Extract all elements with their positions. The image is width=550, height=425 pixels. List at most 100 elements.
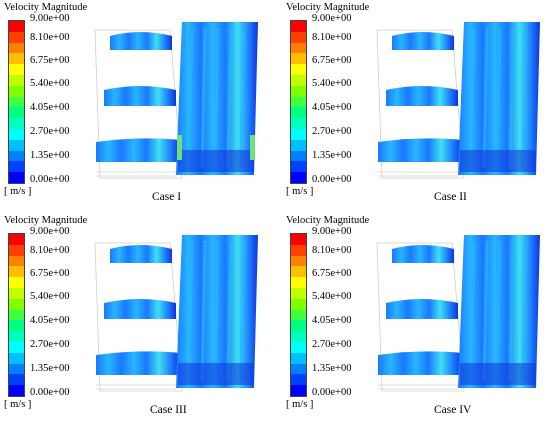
slice-top (110, 245, 172, 263)
color-scale-segment (291, 172, 306, 183)
color-scale-segment (9, 298, 24, 310)
slice-top (392, 245, 454, 263)
color-scale-segment (291, 255, 306, 267)
legend-tick: 6.75e+00 (30, 268, 70, 279)
color-scale-segment (291, 374, 306, 386)
legend-tick: 6.75e+00 (312, 268, 352, 279)
flow-streak (226, 27, 233, 169)
slice-top (392, 32, 454, 50)
color-scale-bar (290, 233, 307, 397)
color-scale-segment (291, 341, 306, 353)
color-scale-segment (291, 363, 306, 375)
legend-units: [ m/s ] (4, 186, 32, 197)
legend-units: [ m/s ] (286, 399, 314, 410)
color-scale-segment (291, 277, 306, 288)
panel-case-4: Velocity Magnitude 9.00e+00 8.10e+00 6.7… (282, 213, 550, 425)
legend-title: Velocity Magnitude (286, 215, 370, 226)
high-velocity-edge (177, 135, 182, 160)
legend-tick: 5.40e+00 (312, 78, 352, 89)
legend-tick: 4.05e+00 (30, 315, 70, 326)
flow-streak (521, 240, 528, 382)
case-caption: Case II (434, 191, 467, 203)
color-scale-segment (9, 96, 24, 108)
legend-tick: 2.70e+00 (312, 339, 352, 350)
legend-tick: 8.10e+00 (312, 245, 352, 256)
column-base-region (178, 150, 254, 172)
slice-bottom (96, 351, 180, 375)
color-scale-segment (9, 21, 24, 32)
color-scale-segment (291, 234, 306, 245)
color-scale-segment (9, 74, 24, 86)
flow-streak (200, 27, 207, 169)
flow-streak (187, 240, 194, 382)
slice-bottom (378, 351, 462, 375)
color-scale-segment (9, 42, 24, 54)
legend-tick: 4.05e+00 (30, 102, 70, 113)
color-scale-segment (291, 42, 306, 54)
legend-tick: 4.05e+00 (312, 102, 352, 113)
legend-tick: 2.70e+00 (30, 339, 70, 350)
color-scale-bar (290, 20, 307, 184)
legend-units: [ m/s ] (4, 399, 32, 410)
color-scale-segment (9, 255, 24, 267)
legend-tick: 9.00e+00 (312, 226, 352, 237)
color-scale-segment (9, 331, 24, 342)
legend-tick: 2.70e+00 (30, 126, 70, 137)
slice-middle (104, 299, 176, 319)
column-base-region (178, 363, 254, 385)
legend-tick: 0.00e+00 (312, 387, 352, 398)
legend-tick: 1.35e+00 (312, 363, 352, 374)
geometry-outline (94, 29, 183, 179)
color-scale-segment (9, 309, 24, 321)
flow-streak (469, 27, 476, 169)
color-scale-segment (9, 244, 24, 256)
color-scale-segment (291, 385, 306, 396)
color-scale-segment (9, 172, 24, 183)
flow-streak (495, 27, 502, 169)
flow-streak (200, 240, 207, 382)
legend-tick: 6.75e+00 (312, 55, 352, 66)
color-scale-segment (291, 53, 306, 65)
legend-title: Velocity Magnitude (4, 215, 88, 226)
color-scale-segment (291, 107, 306, 119)
color-scale-segment (9, 64, 24, 75)
flow-streak (213, 240, 220, 382)
legend-tick: 1.35e+00 (30, 150, 70, 161)
panel-case-1: Velocity Magnitude 9.00e+00 8.10e+00 6.7… (0, 0, 275, 212)
flow-streak (239, 240, 246, 382)
color-scale-segment (291, 21, 306, 32)
legend-tick: 5.40e+00 (30, 78, 70, 89)
flow-streak (508, 240, 515, 382)
flow-streak (187, 27, 194, 169)
color-scale-segment (9, 150, 24, 162)
legend-units: [ m/s ] (286, 186, 314, 197)
geometry-outline (376, 242, 465, 392)
color-scale-segment (291, 331, 306, 342)
color-scale-bar (8, 20, 25, 184)
color-scale-segment (291, 128, 306, 140)
color-scale-segment (9, 266, 24, 278)
legend-tick: 8.10e+00 (312, 32, 352, 43)
color-scale-segment (9, 85, 24, 97)
high-velocity-edge (250, 135, 255, 160)
color-scale-segment (9, 139, 24, 151)
color-scale-segment (291, 118, 306, 129)
color-scale-segment (9, 374, 24, 386)
column-base-region (460, 150, 536, 172)
legend-tick: 0.00e+00 (312, 174, 352, 185)
color-scale-segment (291, 244, 306, 256)
legend-tick: 9.00e+00 (30, 226, 70, 237)
color-scale-segment (9, 161, 24, 173)
legend-tick: 8.10e+00 (30, 245, 70, 256)
color-scale-segment (291, 64, 306, 75)
color-scale-segment (291, 74, 306, 86)
color-scale-segment (9, 107, 24, 119)
velocity-contour-plot (376, 22, 540, 179)
color-scale-segment (291, 266, 306, 278)
legend-tick: 5.40e+00 (30, 291, 70, 302)
color-scale-segment (9, 277, 24, 288)
case-caption: Case I (152, 191, 182, 203)
color-scale-segment (291, 31, 306, 43)
legend-tick: 8.10e+00 (30, 32, 70, 43)
legend-tick: 0.00e+00 (30, 387, 70, 398)
